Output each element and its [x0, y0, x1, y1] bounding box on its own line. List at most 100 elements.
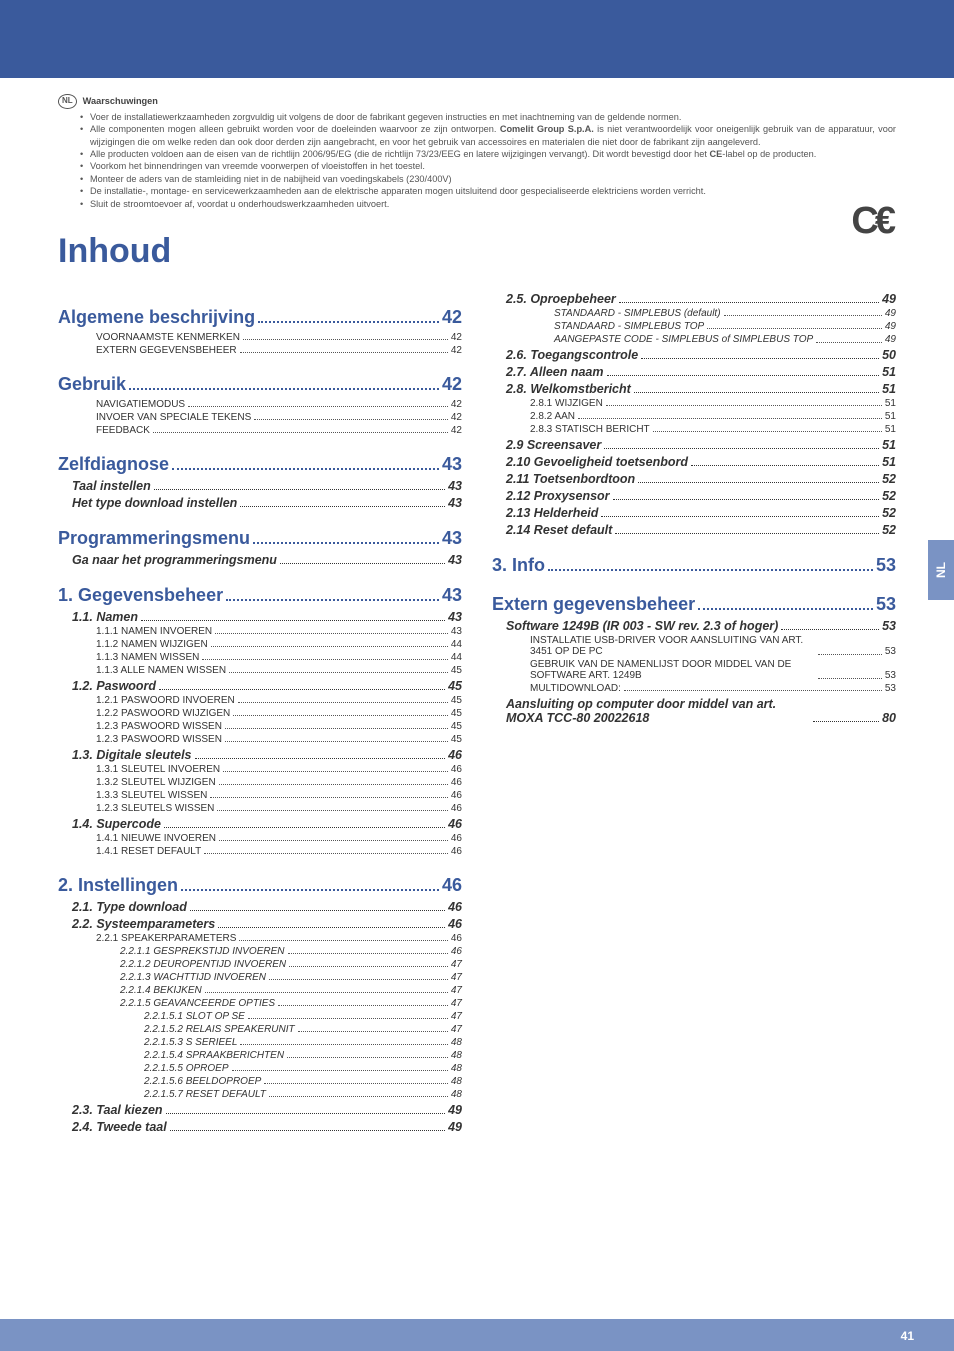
toc-entry: 2.8.3 STATISCH BERICHT 51: [492, 424, 896, 435]
toc-leader-dots: [253, 542, 439, 544]
toc-entry: 2.11 Toetsenbordtoon 52: [492, 472, 896, 486]
toc-entry: STANDAARD - SIMPLEBUS (default) 49: [492, 308, 896, 319]
toc-page: 46: [448, 917, 462, 931]
toc-page: 51: [882, 438, 896, 452]
toc-leader-dots: [243, 339, 448, 340]
toc-label: 2.2.1.5.6 BEELDOPROEP: [144, 1076, 261, 1087]
toc-entry: 1.2.3 PASWOORD WISSEN 45: [58, 721, 462, 732]
toc-leader-dots: [288, 953, 448, 954]
toc-entry: INVOER VAN SPECIALE TEKENS 42: [58, 412, 462, 423]
toc-leader-dots: [129, 388, 439, 390]
toc-label: 2.12 Proxysensor: [506, 489, 610, 503]
toc-entry: VOORNAAMSTE KENMERKEN 42: [58, 332, 462, 343]
toc-label: Ga naar het programmeringsmenu: [72, 553, 277, 567]
toc-label: 2.10 Gevoeligheid toetsenbord: [506, 455, 688, 469]
toc-leader-dots: [619, 302, 879, 303]
toc-leader-dots: [219, 784, 448, 785]
toc-page: 46: [448, 817, 462, 831]
toc-label: STANDAARD - SIMPLEBUS TOP: [554, 321, 704, 332]
toc-page: 46: [442, 875, 462, 896]
toc-label: 2.8.2 AAN: [530, 411, 575, 422]
warnings-list: Voer de installatiewerkzaamheden zorgvul…: [58, 111, 896, 210]
toc-page: 44: [451, 652, 462, 663]
toc-entry: 2.2.1.1 GESPREKSTIJD INVOEREN 46: [58, 946, 462, 957]
toc-page: 43: [442, 454, 462, 475]
toc-label: 1.2.3 SLEUTELS WISSEN: [96, 803, 214, 814]
toc-entry: 2.2.1.5.2 RELAIS SPEAKERUNIT 47: [58, 1024, 462, 1035]
toc-leader-dots: [258, 321, 439, 323]
toc-entry: 2.2.1.5.5 OPROEP 48: [58, 1063, 462, 1074]
toc-leader-dots: [548, 569, 873, 571]
toc-page: 45: [451, 721, 462, 732]
toc-page: 51: [885, 398, 896, 409]
toc-page: 49: [882, 292, 896, 306]
toc-page: 53: [885, 670, 896, 681]
toc-label: 2.8.1 WIJZIGEN: [530, 398, 603, 409]
toc-leader-dots: [269, 979, 448, 980]
toc-page: 46: [451, 933, 462, 944]
toc-entry: 2.8. Welkomstbericht 51: [492, 382, 896, 396]
toc-page: 47: [451, 1011, 462, 1022]
toc-entry: 1.4.1 NIEUWE INVOEREN 46: [58, 833, 462, 844]
toc-label: 2.2.1.5.1 SLOT OP SE: [144, 1011, 245, 1022]
toc-leader-dots: [613, 499, 880, 500]
toc-entry: FEEDBACK 42: [58, 425, 462, 436]
toc-leader-dots: [190, 910, 445, 911]
toc-page: 45: [448, 679, 462, 693]
page-title: Inhoud: [58, 232, 896, 271]
side-tab-label: NL: [934, 562, 948, 578]
toc-label: FEEDBACK: [96, 425, 150, 436]
toc-page: 53: [885, 646, 896, 657]
toc-entry: Ga naar het programmeringsmenu 43: [58, 553, 462, 567]
toc-entry: 2.3. Taal kiezen 49: [58, 1103, 462, 1117]
toc-entry: 1.3.1 SLEUTEL INVOEREN 46: [58, 764, 462, 775]
toc-entry: Extern gegevensbeheer 53: [492, 594, 896, 615]
toc-leader-dots: [202, 659, 448, 660]
toc-leader-dots: [154, 489, 445, 490]
toc-page: 53: [882, 619, 896, 633]
toc-entry: INSTALLATIE USB-DRIVER VOOR AANSLUITING …: [492, 635, 896, 657]
ce-mark-icon: C€: [851, 200, 892, 243]
warnings-item: Voorkom het binnendringen van vreemde vo…: [80, 160, 896, 172]
toc-leader-dots: [781, 629, 879, 630]
toc-leader-dots: [638, 482, 879, 483]
toc-entry: 1.2.1 PASWOORD INVOEREN 45: [58, 695, 462, 706]
toc-entry: 2. Instellingen 46: [58, 875, 462, 896]
warnings-item: Alle componenten mogen alleen gebruikt w…: [80, 123, 896, 148]
toc-column-left: Algemene beschrijving 42VOORNAAMSTE KENM…: [58, 289, 462, 1134]
toc-leader-dots: [225, 741, 448, 742]
toc-leader-dots: [264, 1083, 448, 1084]
toc-page: 53: [876, 594, 896, 615]
toc-entry: Aansluiting op computer door middel van …: [492, 697, 896, 725]
toc-leader-dots: [215, 633, 448, 634]
toc-label: 2.2.1.5.3 S SERIEEL: [144, 1037, 237, 1048]
toc-label: 2.2. Systeemparameters: [72, 917, 215, 931]
toc-page: 43: [451, 626, 462, 637]
toc-label: Zelfdiagnose: [58, 454, 169, 475]
toc-leader-dots: [159, 689, 445, 690]
toc-page: 48: [451, 1037, 462, 1048]
page-number: 41: [901, 1329, 914, 1343]
toc-entry: 1.4. Supercode 46: [58, 817, 462, 831]
toc-label: Programmeringsmenu: [58, 528, 250, 549]
toc-leader-dots: [287, 1057, 448, 1058]
toc-page: 51: [882, 455, 896, 469]
toc-page: 47: [451, 985, 462, 996]
toc-label: 2.2.1.5.4 SPRAAKBERICHTEN: [144, 1050, 284, 1061]
toc-label: 1.3.3 SLEUTEL WISSEN: [96, 790, 207, 801]
toc-entry: 2.12 Proxysensor 52: [492, 489, 896, 503]
toc-leader-dots: [217, 810, 447, 811]
toc-page: 43: [448, 479, 462, 493]
toc-label: INSTALLATIE USB-DRIVER VOOR AANSLUITING …: [530, 635, 815, 657]
toc-entry: 2.14 Reset default 52: [492, 523, 896, 537]
toc-entry: Taal instellen 43: [58, 479, 462, 493]
toc-label: STANDAARD - SIMPLEBUS (default): [554, 308, 721, 319]
toc-label: 1.2. Paswoord: [72, 679, 156, 693]
toc-page: 47: [451, 1024, 462, 1035]
toc-page: 51: [882, 365, 896, 379]
toc-page: 48: [451, 1050, 462, 1061]
toc-page: 50: [882, 348, 896, 362]
toc-label: 1.1. Namen: [72, 610, 138, 624]
toc-leader-dots: [641, 358, 879, 359]
toc-page: 45: [451, 708, 462, 719]
